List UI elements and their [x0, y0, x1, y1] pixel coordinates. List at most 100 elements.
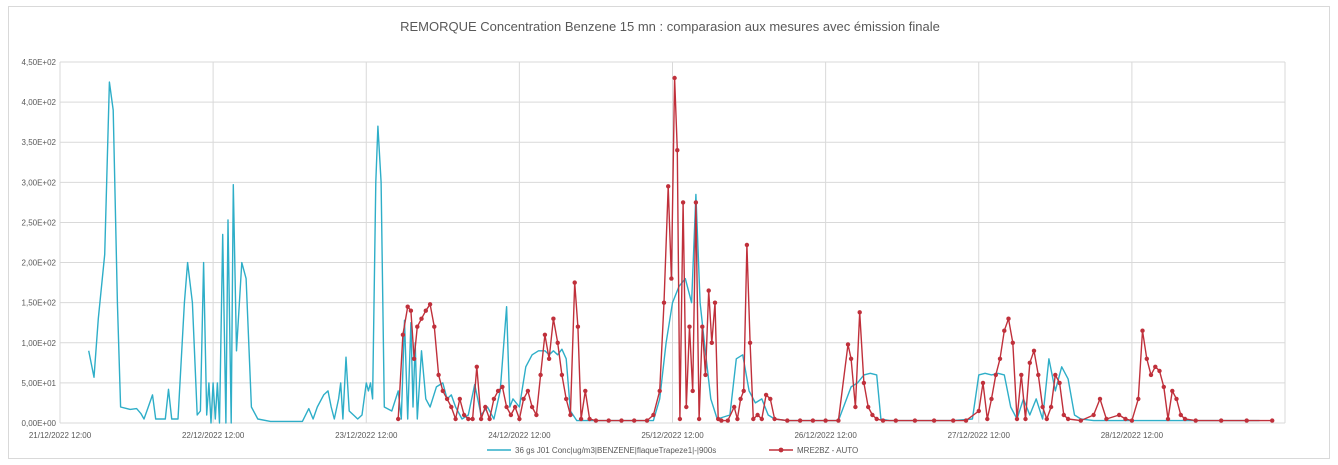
- y-tick-label: 3,00E+02: [22, 178, 57, 187]
- data-point: [874, 416, 879, 422]
- data-point: [564, 396, 569, 402]
- x-tick-label: 24/12/2022 12:00: [488, 431, 551, 440]
- data-point: [732, 404, 737, 410]
- data-point: [587, 416, 592, 422]
- y-tick-label: 2,50E+02: [22, 218, 57, 227]
- data-point: [985, 416, 990, 422]
- data-point: [1002, 328, 1007, 333]
- data-point: [857, 310, 862, 315]
- data-point: [1153, 364, 1158, 369]
- data-point: [669, 276, 674, 281]
- data-point: [474, 364, 479, 369]
- x-tick-label: 26/12/2022 12:00: [794, 431, 857, 440]
- data-point: [529, 404, 535, 410]
- data-point: [1165, 416, 1171, 422]
- data-point: [1027, 360, 1032, 365]
- data-point: [951, 418, 956, 423]
- data-point: [690, 388, 695, 394]
- data-point: [1116, 412, 1122, 418]
- data-point: [1129, 418, 1135, 423]
- data-point: [666, 184, 671, 189]
- data-point: [408, 308, 414, 313]
- data-point: [1036, 372, 1041, 378]
- data-point: [1193, 418, 1198, 423]
- series-2: [396, 75, 1275, 423]
- data-point: [1006, 316, 1011, 321]
- data-point: [735, 416, 740, 422]
- data-point: [976, 408, 981, 414]
- x-axis-tick-labels: 21/12/2022 12:00 22/12/2022 12:00 23/12/20…: [29, 431, 1164, 440]
- data-point: [542, 332, 548, 337]
- data-point: [436, 372, 441, 378]
- data-point: [1178, 412, 1184, 418]
- data-point: [848, 356, 854, 361]
- data-point: [1174, 396, 1179, 402]
- data-point: [993, 372, 998, 378]
- data-point: [1057, 380, 1062, 386]
- data-point: [457, 396, 462, 402]
- data-point: [1044, 416, 1050, 422]
- data-point: [575, 324, 581, 329]
- x-tick-label: 25/12/2022 12:00: [641, 431, 704, 440]
- data-point: [1270, 418, 1275, 423]
- data-point: [396, 416, 401, 422]
- data-point: [738, 396, 743, 402]
- legend-label: MRE2BZ - AUTO: [797, 446, 858, 455]
- data-point: [606, 418, 611, 423]
- data-point: [517, 416, 522, 422]
- data-point: [1136, 396, 1141, 402]
- data-point: [1182, 416, 1188, 422]
- data-point: [845, 342, 851, 347]
- data-point: [632, 418, 637, 423]
- data-point: [1023, 416, 1028, 422]
- data-point: [836, 418, 841, 423]
- data-point: [706, 288, 711, 293]
- data-point: [703, 372, 708, 378]
- data-point: [1078, 418, 1084, 423]
- data-point: [405, 304, 410, 309]
- data-point: [755, 412, 760, 418]
- data-point: [744, 242, 750, 248]
- data-point: [1148, 372, 1154, 378]
- data-point: [751, 416, 756, 422]
- data-point: [572, 280, 577, 285]
- y-tick-label: 4,00E+02: [22, 98, 57, 107]
- data-point: [661, 300, 667, 305]
- data-point: [491, 396, 497, 402]
- data-point: [555, 340, 560, 345]
- data-point: [893, 418, 898, 423]
- x-tick-label: 22/12/2022 12:00: [182, 431, 245, 440]
- x-tick-label: 21/12/2022 12:00: [29, 431, 92, 440]
- data-point: [684, 404, 689, 410]
- data-point: [583, 388, 588, 394]
- data-point: [411, 356, 417, 361]
- data-point: [538, 372, 543, 378]
- data-point: [593, 418, 599, 423]
- chart-frame: REMORQUE Concentration Benzene 15 mn : c…: [8, 6, 1330, 459]
- data-point: [1019, 372, 1024, 378]
- y-tick-label: 4,50E+02: [22, 58, 57, 67]
- data-point: [1014, 416, 1020, 422]
- data-point: [719, 418, 724, 423]
- data-point: [651, 412, 656, 418]
- data-point: [810, 418, 816, 423]
- data-point: [759, 416, 764, 422]
- data-point: [1097, 396, 1103, 402]
- y-tick-label: 5,00E+01: [22, 379, 57, 388]
- data-point: [483, 404, 488, 410]
- data-point: [546, 356, 552, 361]
- data-point: [797, 418, 803, 423]
- data-point: [741, 388, 746, 394]
- data-point: [578, 416, 584, 422]
- data-point: [1144, 356, 1150, 361]
- data-point: [712, 300, 718, 305]
- data-point: [963, 418, 969, 423]
- data-point: [880, 418, 886, 423]
- data-point: [525, 388, 531, 394]
- data-point: [989, 396, 994, 402]
- data-point: [763, 392, 769, 398]
- y-tick-label: 3,50E+02: [22, 138, 57, 147]
- data-point: [1061, 412, 1067, 418]
- data-point: [508, 412, 514, 418]
- data-point: [1157, 368, 1162, 374]
